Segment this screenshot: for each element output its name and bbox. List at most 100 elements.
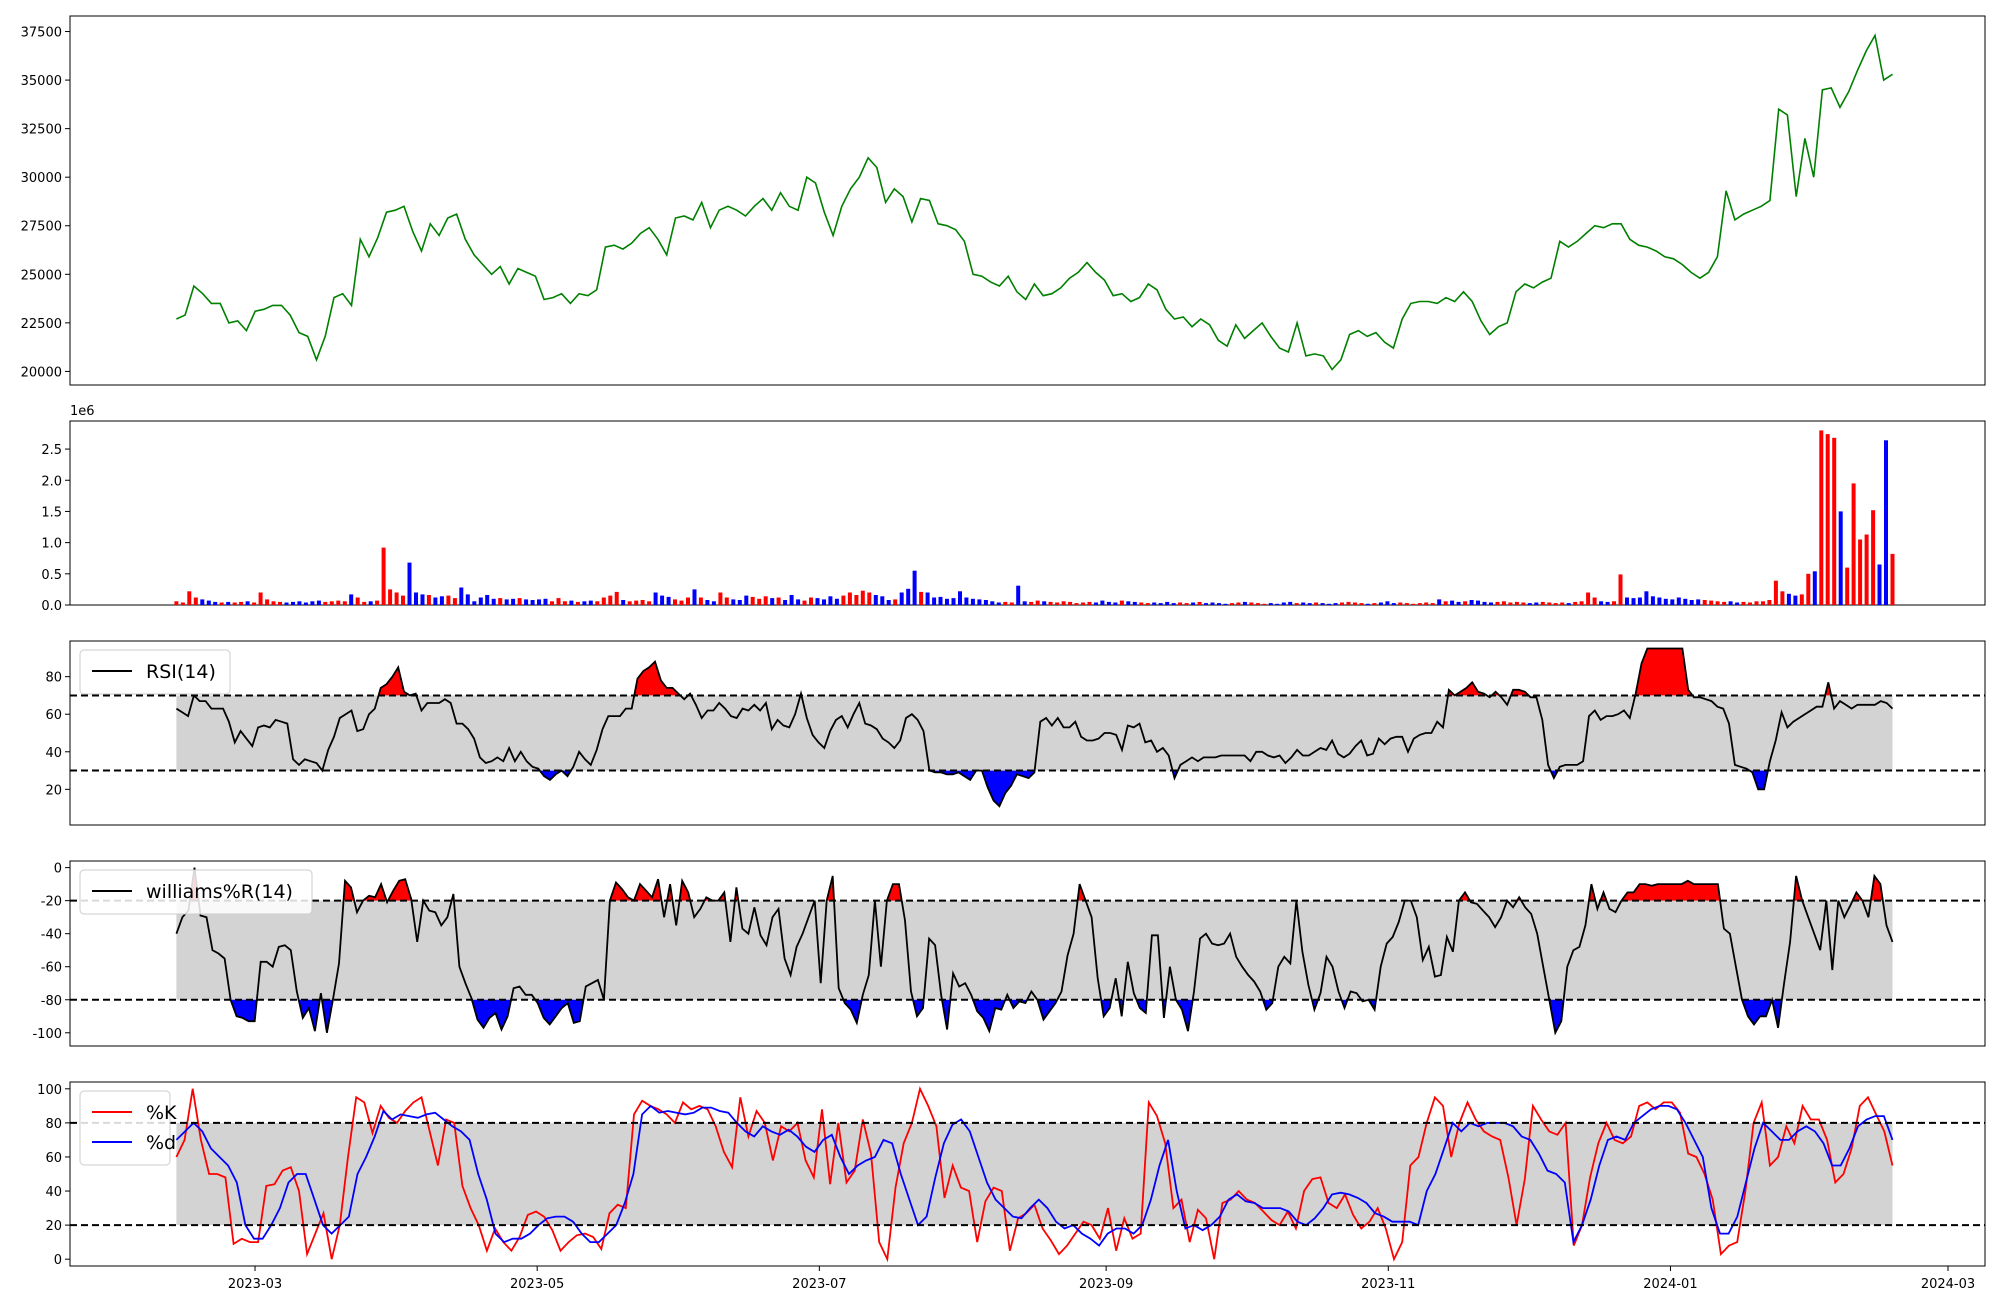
volume-bar (478, 597, 483, 605)
volume-bar (1404, 603, 1409, 605)
volume-bar (349, 594, 354, 605)
volume-bar (511, 598, 516, 605)
volume-bar (245, 601, 250, 605)
volume-bar (420, 594, 425, 605)
volume-bar (1890, 553, 1895, 605)
y-tick-label: 37500 (21, 26, 62, 41)
legend-box (79, 649, 231, 695)
volume-bar (1035, 600, 1040, 605)
volume-bar (252, 602, 257, 605)
volume-bar (860, 590, 865, 605)
volume-bar (556, 598, 561, 605)
volume-bar (1819, 430, 1824, 605)
williams-line (175, 867, 1894, 1036)
volume-bar (1301, 602, 1306, 605)
volume-bar (1450, 600, 1455, 605)
volume-bar (796, 599, 801, 605)
volume-bar (368, 601, 373, 605)
volume-bar (595, 601, 600, 605)
y-tick-label: 27500 (21, 220, 62, 235)
volume-bar (614, 591, 619, 605)
volume-bar (1650, 596, 1655, 605)
volume-bar (310, 601, 315, 605)
volume-bar (426, 595, 431, 605)
volume-bar (517, 598, 522, 605)
price-line (176, 33, 1893, 371)
volume-bar (206, 600, 211, 605)
volume-bar (1741, 601, 1746, 605)
legend-box (79, 1090, 171, 1166)
volume-bar (1288, 601, 1293, 605)
x-tick-label: 2023-05 (510, 1277, 564, 1292)
volume-bar (1514, 601, 1519, 605)
volume-bar (297, 601, 302, 605)
volume-bar (815, 598, 820, 605)
volume-bar (789, 595, 794, 605)
volume-bar (1780, 591, 1785, 605)
volume-bar (601, 597, 606, 605)
volume-bar (1009, 602, 1014, 605)
volume-bar (1838, 511, 1843, 605)
volume-bar (809, 597, 813, 605)
volume-bar (1586, 592, 1591, 605)
volume-bar (1417, 603, 1422, 605)
volume-bar (1424, 602, 1429, 605)
volume-bar (394, 592, 399, 605)
y-tick-label: 80 (45, 1117, 62, 1132)
oversold-fill (913, 999, 924, 1017)
volume-bar (679, 600, 684, 605)
volume-bar (1320, 603, 1325, 605)
volume-bar (1255, 603, 1260, 605)
oversold-fill (973, 999, 1006, 1032)
volume-bar (1391, 603, 1396, 605)
volume-bar (1171, 603, 1176, 605)
volume-bar (1048, 601, 1053, 605)
oversold-fill (1136, 999, 1147, 1013)
oversold-fill (535, 999, 584, 1025)
volume-bar (1365, 603, 1370, 605)
overbought-fill (1621, 880, 1721, 901)
volume-bar (433, 597, 438, 605)
volume-bar (1139, 602, 1144, 605)
y-tick-label: 100 (37, 1083, 62, 1098)
axes-frame (69, 420, 1986, 606)
volume-bar (200, 599, 205, 605)
volume-bar (1081, 602, 1085, 605)
volume-bar (1307, 603, 1312, 605)
volume-bar (1547, 602, 1552, 605)
volume-bar (886, 600, 891, 605)
volume-bar (1696, 599, 1701, 605)
volume-bar (880, 596, 885, 605)
volume-bar (562, 601, 567, 605)
volume-bar (1469, 600, 1474, 605)
volume-bar (1411, 603, 1416, 605)
volume-bar (1029, 601, 1034, 605)
volume-bar (1534, 602, 1539, 605)
volume-bar (485, 595, 490, 605)
volume-bar (893, 599, 898, 605)
x-tick-label: 2023-03 (228, 1277, 282, 1292)
volume-bar (1333, 603, 1338, 605)
volume-bar (1055, 602, 1060, 605)
volume-bar (1152, 602, 1157, 605)
volume-bar (1184, 603, 1189, 605)
volume-bar (873, 595, 878, 605)
volume-bar (1573, 601, 1578, 605)
x-tick-label: 2023-09 (1079, 1277, 1133, 1292)
volume-bar (925, 592, 930, 605)
overbought-fill (378, 667, 417, 696)
volume-bar (1599, 601, 1604, 605)
volume-bar (906, 588, 911, 605)
overbought-fill (1635, 648, 1693, 696)
volume-bar (388, 589, 393, 605)
overbought-fill (388, 879, 412, 901)
volume-bar (834, 598, 839, 605)
volume-bar (1165, 601, 1170, 605)
volume-bar (355, 597, 360, 605)
volume-bar (731, 599, 736, 605)
volume-bar (1042, 601, 1047, 605)
volume-bar (932, 597, 937, 605)
y-offset-label: 1e6 (70, 404, 95, 419)
volume-bar (1715, 601, 1720, 605)
